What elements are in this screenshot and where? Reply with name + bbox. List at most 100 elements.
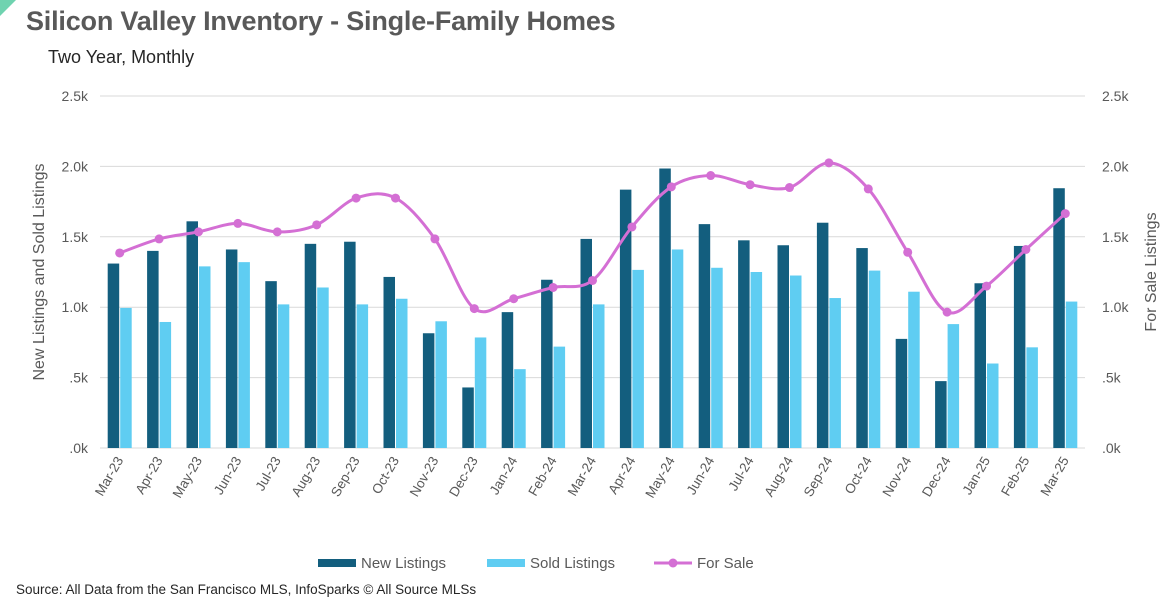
legend-swatch-sold-listings	[487, 559, 525, 567]
y-tick-label: 1.0k	[62, 299, 89, 315]
x-tick-label: Dec-23	[446, 454, 481, 499]
for-sale-point	[1060, 209, 1070, 219]
y2-tick-label: 1.5k	[1102, 229, 1129, 245]
bar-sold-listings	[277, 304, 290, 448]
bar-new-listings	[619, 189, 632, 448]
x-tick-label: Aug-23	[289, 454, 324, 499]
y-axis-title: New Listings and Sold Listings	[31, 163, 48, 380]
bar-sold-listings	[632, 269, 644, 448]
bar-sold-listings	[671, 249, 684, 448]
bar-new-listings	[225, 249, 238, 448]
y2-tick-label: .5k	[1102, 370, 1122, 386]
y2-axis-title: For Sale Listings	[1143, 212, 1160, 331]
bar-sold-listings	[711, 267, 723, 448]
y2-tick-label: 2.0k	[1102, 158, 1129, 174]
bar-sold-listings	[868, 270, 881, 448]
for-sale-point	[312, 220, 322, 230]
x-tick-label: Jun-24	[684, 454, 718, 498]
bar-new-listings	[422, 333, 435, 448]
x-tick-label: Jun-23	[211, 454, 245, 497]
x-tick-label: Sep-24	[801, 454, 836, 500]
bar-sold-listings	[908, 291, 920, 448]
bar-sold-listings	[317, 287, 329, 448]
legend-label-for-sale: For Sale	[697, 555, 754, 572]
y2-tick-label: 1.0k	[1102, 299, 1129, 315]
bar-sold-listings	[987, 363, 999, 448]
for-sale-point	[942, 307, 952, 317]
bar-sold-listings	[1026, 347, 1038, 448]
for-sale-point	[391, 193, 400, 203]
bar-sold-listings	[790, 275, 802, 448]
bar-new-listings	[1013, 245, 1026, 448]
chart-subtitle: Two Year, Monthly	[48, 47, 195, 67]
bar-new-listings	[265, 281, 277, 448]
x-tick-label: Mar-25	[1038, 454, 1072, 499]
legend-label-sold-listings: Sold Listings	[530, 555, 615, 572]
x-tick-label: Mar-24	[565, 454, 600, 499]
source-note: Source: All Data from the San Francisco …	[16, 582, 477, 597]
bar-sold-listings	[593, 304, 605, 448]
y-tick-label: .5k	[69, 370, 89, 386]
corner-decoration	[0, 0, 16, 16]
x-tick-label: Feb-25	[998, 454, 1032, 499]
legend: New Listings Sold Listings For Sale	[318, 555, 754, 572]
for-sale-series-line	[119, 161, 1067, 315]
x-tick-label: Nov-24	[880, 454, 915, 500]
bar-sold-listings	[159, 321, 172, 448]
for-sale-point	[745, 180, 755, 190]
y2-tick-label: .0k	[1102, 440, 1122, 456]
for-sale-point	[509, 294, 519, 304]
x-tick-label: Feb-24	[525, 454, 560, 499]
bar-new-listings	[1053, 188, 1065, 448]
bar-new-listings	[501, 312, 514, 448]
for-sale-point	[154, 234, 164, 244]
y-tick-label: 2.5k	[62, 88, 89, 104]
bar-new-listings	[541, 279, 553, 448]
for-sale-point	[233, 218, 243, 228]
bar-new-listings	[698, 224, 711, 448]
x-tick-label: Apr-24	[605, 454, 638, 497]
bar-sold-listings	[199, 266, 211, 448]
x-tick-label: Mar-23	[92, 454, 126, 499]
for-sale-point	[666, 182, 676, 192]
bar-sold-listings	[750, 272, 763, 448]
x-tick-label: Jan-24	[487, 454, 521, 498]
gridlines	[100, 95, 1085, 449]
legend-label-new-listings: New Listings	[361, 555, 446, 572]
bar-new-listings	[777, 245, 789, 448]
legend-swatch-new-listings	[318, 559, 356, 567]
for-sale-point	[548, 282, 558, 292]
x-tick-label: May-23	[170, 454, 205, 500]
y-tick-label: .0k	[69, 440, 89, 456]
bar-sold-listings	[356, 304, 369, 448]
bar-new-listings	[304, 243, 317, 448]
bar-sold-listings	[514, 369, 526, 448]
x-tick-label: Dec-24	[919, 454, 954, 500]
for-sale-point	[1021, 244, 1031, 254]
for-sale-point	[430, 234, 440, 244]
x-tick-label: Oct-23	[369, 454, 402, 497]
legend-marker-for-sale	[668, 558, 678, 568]
bar-new-listings	[383, 276, 395, 448]
bar-new-listings	[856, 248, 868, 448]
for-sale-point	[588, 275, 597, 285]
x-tick-label: Aug-24	[761, 454, 796, 500]
for-sale-point	[115, 248, 125, 258]
for-sale-point	[706, 171, 716, 181]
x-tick-label: May-24	[642, 454, 678, 501]
bar-new-listings	[816, 222, 829, 448]
for-sale-point	[785, 183, 794, 193]
x-tick-label: Apr-23	[132, 454, 165, 497]
for-sale-point	[351, 193, 361, 203]
for-sale-point	[863, 184, 873, 194]
chart-title: Silicon Valley Inventory - Single-Family…	[26, 6, 616, 36]
bar-new-listings	[147, 250, 159, 448]
bar-sold-listings	[238, 262, 250, 448]
bar-new-listings	[580, 238, 592, 448]
x-tick-label: Jul-24	[725, 454, 757, 494]
bar-sold-listings	[474, 337, 487, 448]
for-sale-point	[194, 227, 203, 237]
bar-sold-listings	[120, 307, 132, 448]
bar-new-listings	[186, 221, 198, 448]
